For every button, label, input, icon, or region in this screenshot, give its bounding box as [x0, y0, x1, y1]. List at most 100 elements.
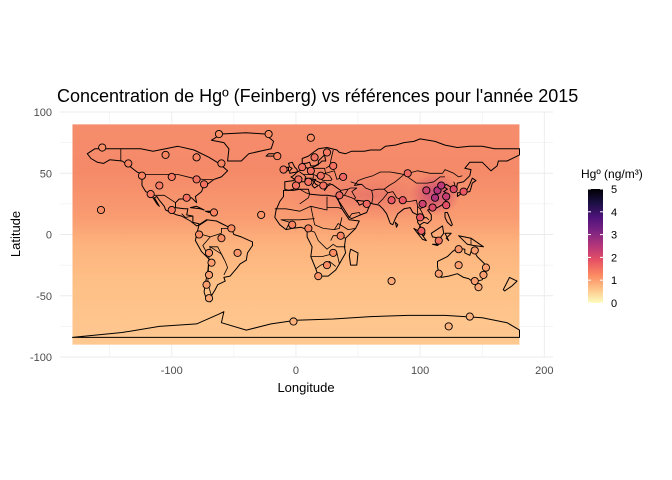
country-border [299, 188, 310, 205]
reference-point [398, 196, 407, 205]
y-tick-label: 100 [34, 107, 52, 119]
reference-point [288, 220, 297, 229]
reference-point [322, 261, 332, 270]
country-border [350, 169, 463, 191]
reference-point [428, 203, 437, 212]
reference-point [167, 172, 176, 181]
reference-point [306, 133, 315, 142]
reference-point [470, 276, 479, 286]
country-border [353, 171, 405, 186]
reference-point [434, 236, 443, 245]
reference-point [322, 148, 332, 157]
reference-point [264, 129, 273, 139]
reference-point [204, 270, 214, 279]
axis-ticks: -100 0 100 200 100 50 0 -50 -100 [30, 107, 554, 377]
country-border [344, 194, 355, 200]
reference-point [430, 193, 440, 202]
legend-tick-label: 2 [611, 252, 617, 264]
reference-point [289, 317, 298, 326]
reference-point [146, 190, 155, 199]
legend-tick-label: 3 [611, 230, 617, 242]
reference-point [479, 270, 488, 279]
reference-point [306, 166, 315, 175]
legend-title: Hgº (ng/m³) [581, 167, 643, 181]
reference-point [387, 196, 396, 205]
reference-point [418, 199, 427, 208]
country-border [387, 191, 427, 210]
reference-point [459, 187, 468, 196]
reference-point [182, 193, 191, 202]
reference-point [474, 283, 483, 292]
land-outline [458, 235, 484, 248]
country-border [150, 194, 176, 204]
reference-point [257, 210, 266, 219]
reference-point [200, 180, 209, 189]
reference-point [310, 153, 319, 162]
country-border [327, 207, 343, 210]
reference-point [417, 226, 426, 235]
land-outline [288, 161, 298, 174]
reference-point [209, 208, 219, 217]
legend-tick-label: 5 [611, 184, 617, 196]
legend-tick-label: 4 [611, 207, 617, 219]
x-tick-label: 200 [535, 365, 553, 377]
reference-point [217, 234, 226, 243]
reference-point [155, 181, 164, 190]
reference-point [233, 248, 242, 257]
reference-point [387, 276, 396, 286]
reference-point [314, 272, 323, 281]
land-outline [211, 132, 275, 162]
reference-point [316, 171, 325, 180]
x-tick-label: -100 [161, 365, 183, 377]
country-border [310, 206, 343, 230]
reference-point [137, 171, 147, 180]
reference-point [416, 213, 425, 222]
reference-point [204, 294, 214, 303]
reference-point [96, 205, 106, 215]
country-border [377, 188, 389, 205]
legend-tick-label: 0 [611, 298, 617, 310]
reference-point [444, 322, 453, 331]
country-border [371, 190, 374, 204]
reference-point [319, 181, 328, 190]
x-tick-label: 0 [293, 365, 299, 377]
reference-point [449, 185, 458, 194]
x-axis-title: Longitude [277, 380, 334, 395]
y-tick-label: -50 [36, 291, 52, 303]
mercury-raster [72, 124, 520, 345]
land-outline [502, 276, 518, 292]
reference-point [403, 169, 412, 178]
reference-point [167, 205, 176, 215]
chart-title: Concentration de Hgº (Feinberg) vs référ… [57, 86, 578, 106]
reference-point [192, 175, 201, 184]
land-outline [284, 138, 520, 237]
reference-point [304, 224, 313, 233]
country-border [299, 171, 307, 181]
reference-point [124, 159, 133, 168]
reference-point [298, 163, 307, 172]
y-tick-label: -100 [30, 352, 52, 364]
y-axis-title: Latitude [8, 211, 23, 257]
country-border [340, 187, 359, 203]
land-outline [432, 243, 440, 246]
y-tick-label: 0 [46, 230, 52, 242]
reference-point [98, 143, 107, 152]
reference-point [339, 172, 348, 181]
country-border [197, 219, 209, 226]
reference-point [279, 165, 288, 174]
reference-point [329, 248, 338, 257]
land-outline [348, 248, 359, 266]
land-outline [430, 225, 445, 239]
reference-point [291, 181, 300, 190]
land-outline [189, 205, 205, 211]
reference-point [329, 161, 338, 170]
reference-point [214, 129, 224, 139]
country-border [209, 246, 225, 260]
x-tick-label: 100 [411, 365, 429, 377]
country-border [306, 229, 346, 250]
country-border [419, 208, 426, 219]
legend-ticks: 0 1 2 3 4 5 [588, 184, 617, 310]
country-border [334, 223, 356, 230]
land-outline [394, 221, 399, 228]
